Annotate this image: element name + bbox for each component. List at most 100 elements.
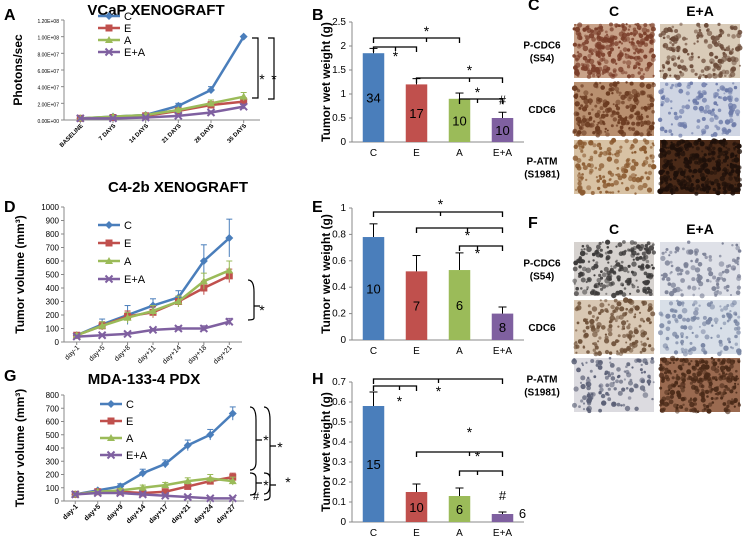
nucleus [718,391,722,395]
nucleus [681,170,684,174]
nucleus [596,248,600,253]
nucleus [628,25,632,28]
nucleus [711,376,716,380]
nucleus [698,287,701,290]
nucleus [677,180,683,186]
nucleus [701,97,707,103]
nucleus [684,159,690,165]
nucleus [608,152,612,156]
nucleus [613,158,619,164]
nucleus [709,304,715,310]
nucleus [578,44,581,47]
nucleus [713,170,718,175]
nucleus [646,61,653,68]
nucleus [685,91,690,96]
point-A [174,106,183,113]
nucleus [691,55,694,59]
nucleus [645,156,649,160]
nucleus [599,190,602,194]
nucleus [720,46,723,50]
nucleus [601,325,606,330]
nucleus [675,319,679,324]
nucleus [665,170,670,175]
nucleus [584,39,589,45]
nucleus [599,284,602,287]
nucleus [710,397,714,400]
sig-bracket [415,451,504,457]
nucleus [587,53,592,59]
row-label: P-ATM [527,157,558,168]
nucleus [697,31,703,37]
nucleus [734,313,738,316]
nucleus [699,293,705,299]
nucleus [728,372,734,378]
nucleus [651,243,655,247]
nucleus [615,99,621,106]
nucleus [664,154,667,157]
nucleus [689,381,694,385]
nucleus [687,240,691,244]
nucleus [644,361,649,366]
nucleus [646,286,651,291]
nucleus [586,277,592,283]
sig-brace [263,472,276,501]
nucleus [704,334,710,340]
nucleus [662,187,667,192]
nucleus [691,331,694,334]
nucleus [713,95,717,99]
nucleus [632,66,636,70]
nucleus [572,54,576,58]
nucleus [668,46,673,51]
x-tick-label: day+27 [215,503,237,525]
point-E+A [71,490,80,499]
x-tick-label: 21 DAYS [161,123,183,145]
nucleus [680,332,684,337]
nucleus [585,178,588,182]
nucleus [592,259,595,262]
nucleus [649,31,655,38]
nucleus [626,320,629,323]
nucleus [724,385,728,389]
nucleus [623,287,627,290]
nucleus [687,362,691,366]
nucleus [671,357,676,362]
nucleus [593,150,598,155]
y-tick-label: 8.00E+07 [37,52,59,58]
nucleus [669,166,674,172]
point-C [206,430,215,439]
nucleus [665,162,670,166]
nucleus [631,284,636,289]
nucleus [607,191,610,194]
y-tick-label: 0.1 [332,497,346,508]
y-tick-label: 0.6 [332,256,346,267]
nucleus [661,126,664,130]
point-E+A [199,324,209,333]
nucleus [651,266,655,270]
nucleus [652,144,655,147]
legend-marker [104,274,114,284]
nucleus [704,255,708,260]
nucleus [695,188,699,191]
nucleus [614,306,620,311]
nucleus [684,140,690,146]
sig-brace [249,472,262,496]
nucleus [718,147,723,152]
nucleus [676,390,681,395]
nucleus [660,95,666,100]
nucleus [707,152,712,156]
nucleus [697,262,703,267]
x-tick-label: day+9 [106,503,125,522]
nucleus [611,292,617,299]
nucleus [718,73,723,78]
nucleus [610,124,614,128]
point-E [184,482,192,490]
nucleus [719,305,722,308]
nucleus [732,142,736,146]
nucleus [605,383,610,388]
nucleus [720,394,725,398]
nucleus [701,58,706,64]
nucleus [695,277,701,282]
nucleus [689,186,695,192]
sig-bracket [415,77,504,83]
